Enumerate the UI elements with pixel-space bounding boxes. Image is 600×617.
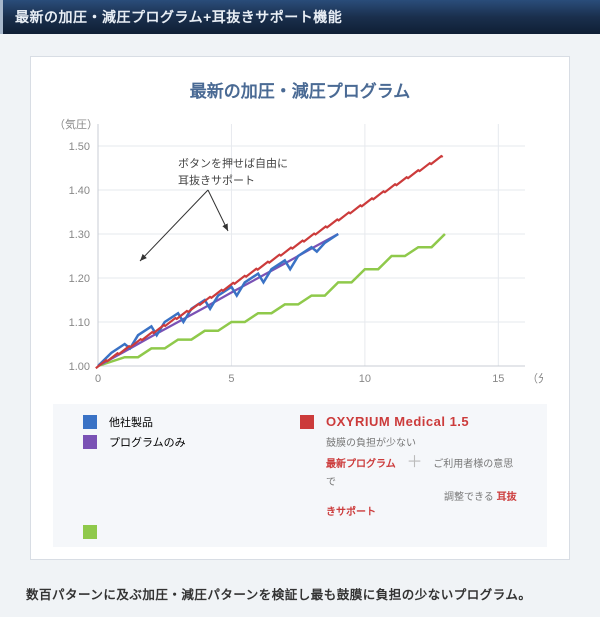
chart-title: 最新の加圧・減圧プログラム xyxy=(43,77,557,102)
legend-desc: 鼓膜の負担が少ない 最新プログラム ＋ ご利用者様の意思で 調整できる 耳抜きサ… xyxy=(326,436,517,520)
legend-other: 他社製品 xyxy=(109,414,300,430)
svg-text:1.40: 1.40 xyxy=(69,185,90,197)
chart-container: 最新の加圧・減圧プログラム 1.00 1.10 1.20 1.30 1.40 1.50 0 5… xyxy=(0,34,600,570)
legend: 他社製品 OXYRIUM Medical 1.5 プログラムのみ 鼓膜の負担が少… xyxy=(53,404,547,547)
svg-text:1.50: 1.50 xyxy=(69,141,90,153)
swatch-oxy xyxy=(300,415,314,429)
svg-text:1.00: 1.00 xyxy=(69,361,90,373)
svg-text:0: 0 xyxy=(95,373,101,385)
chart-svg: 1.00 1.10 1.20 1.30 1.40 1.50 0 5 10 15 （気圧） （分） xyxy=(43,116,543,396)
swatch-prog xyxy=(83,435,97,449)
svg-text:1.20: 1.20 xyxy=(69,273,90,285)
footer-text: 数百パターンに及ぶ加圧・減圧パターンを検証し最も鼓膜に負担の少ないプログラム。 xyxy=(0,570,600,617)
svg-text:1.30: 1.30 xyxy=(69,229,90,241)
plot-area: 1.00 1.10 1.20 1.30 1.40 1.50 0 5 10 15 （気圧） （分） ボタ… xyxy=(43,116,557,396)
section-header: 最新の加圧・減圧プログラム+耳抜きサポート機能 xyxy=(0,0,600,34)
legend-oxy: OXYRIUM Medical 1.5 xyxy=(326,414,517,429)
svg-text:1.10: 1.10 xyxy=(69,317,90,329)
swatch-green xyxy=(83,525,97,539)
swatch-other xyxy=(83,415,97,429)
chart-annotation: ボタンを押せば自由に 耳抜きサポート xyxy=(178,156,288,189)
chart-box: 最新の加圧・減圧プログラム 1.00 1.10 1.20 1.30 1.40 1.50 0 5… xyxy=(30,56,570,560)
svg-text:15: 15 xyxy=(492,373,504,385)
svg-text:（気圧）: （気圧） xyxy=(54,117,98,131)
svg-text:（分）: （分） xyxy=(527,372,543,385)
svg-text:10: 10 xyxy=(359,373,371,385)
legend-prog: プログラムのみ xyxy=(109,434,300,450)
svg-text:5: 5 xyxy=(228,373,234,385)
